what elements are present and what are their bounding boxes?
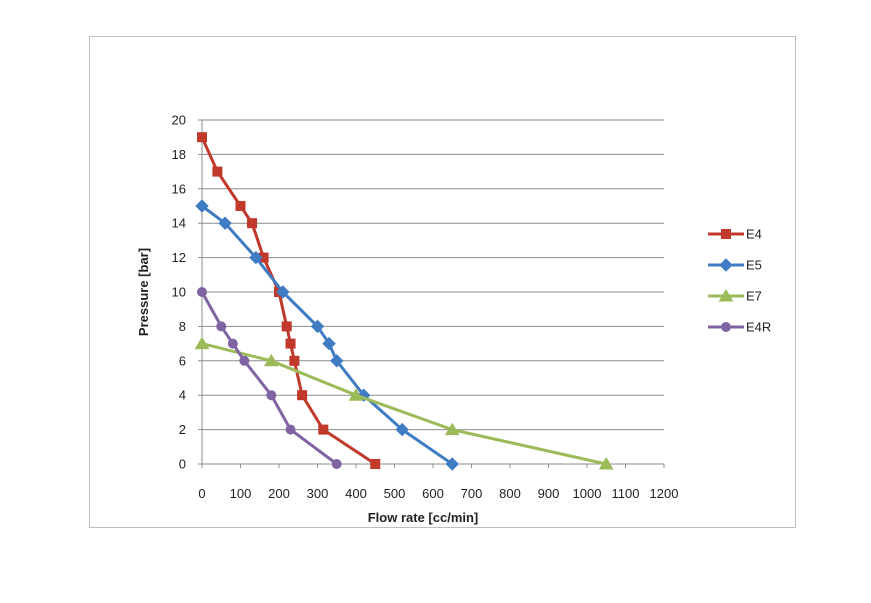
y-tick-label: 20 (172, 113, 186, 128)
data-point-e5 (276, 285, 290, 299)
series-line-e7 (201, 342, 607, 466)
data-point-e4 (297, 390, 308, 401)
series-e7 (194, 336, 614, 470)
x-tick-label: 600 (422, 486, 444, 501)
data-point-e5 (310, 319, 325, 334)
x-tick-label: 700 (461, 486, 483, 501)
data-point-e5 (445, 457, 459, 471)
y-tick-label: 16 (172, 181, 186, 196)
data-point-e4r (227, 338, 238, 349)
x-tick-labels: 0 100 200 300 400 500 600 700 800 900 1000 1100 1200 (198, 486, 678, 501)
y-tick-label: 2 (179, 422, 186, 437)
x-axis-title: Flow rate [cc/min] (368, 510, 479, 525)
data-point-e5 (395, 422, 409, 437)
data-point-e4 (197, 132, 207, 143)
x-tick-label: 0 (198, 486, 205, 501)
data-point-e7 (598, 457, 614, 470)
data-point-e4 (212, 166, 223, 177)
series-e4r (197, 287, 342, 469)
data-point-e4r (216, 321, 227, 332)
legend-label: E5 (746, 258, 762, 273)
x-tick-label: 400 (345, 486, 367, 501)
data-point-e7 (348, 388, 364, 401)
series-e5 (195, 199, 459, 471)
axes (198, 119, 665, 468)
data-point-e5 (218, 216, 232, 230)
x-tick-label: 300 (307, 486, 329, 501)
data-point-e4r (197, 287, 207, 297)
data-point-e4 (247, 218, 258, 229)
legend-swatch-marker (718, 289, 734, 302)
data-point-e4 (285, 338, 296, 349)
y-tick-label: 6 (179, 353, 186, 368)
y-axis-title: Pressure [bar] (136, 248, 151, 336)
data-point-e5 (195, 199, 209, 213)
legend-item-e4: E4 (708, 227, 762, 242)
y-tick-label: 18 (172, 147, 186, 162)
x-tick-label: 900 (538, 486, 560, 501)
x-tick-label: 800 (499, 486, 521, 501)
legend-item-e7: E7 (708, 289, 762, 304)
series-layer (194, 132, 614, 471)
y-tick-label: 4 (179, 388, 186, 403)
data-point-e7 (263, 353, 279, 367)
legend: E4 E5 E7 E4R (708, 227, 771, 335)
y-tick-labels: 0 2 4 6 8 10 12 14 16 18 20 (172, 113, 186, 472)
data-point-e4r (285, 424, 296, 435)
data-point-e4 (235, 201, 246, 211)
data-point-e5 (249, 250, 263, 265)
data-point-e4 (370, 459, 381, 469)
legend-item-e4r: E4R (708, 320, 771, 335)
data-point-e4r (266, 390, 277, 401)
y-tick-label: 0 (179, 457, 186, 472)
legend-swatch-marker (721, 229, 731, 239)
y-tick-label: 10 (172, 285, 186, 300)
data-point-e5 (330, 354, 344, 368)
data-point-e7 (444, 422, 460, 436)
series-line-e5 (201, 204, 454, 466)
data-point-e4r (331, 459, 342, 469)
x-tick-label: 1100 (612, 486, 640, 501)
legend-swatch-marker (719, 258, 733, 272)
chart-frame (89, 36, 796, 528)
y-tick-label: 12 (172, 250, 186, 265)
x-tick-label: 500 (384, 486, 406, 501)
x-tick-label: 100 (230, 486, 252, 501)
y-tick-label: 14 (172, 216, 186, 231)
data-point-e7 (194, 336, 210, 350)
data-point-e4r (239, 355, 250, 366)
series-e4 (197, 132, 381, 469)
y-tick-label: 8 (179, 319, 186, 334)
legend-label: E4 (746, 227, 762, 242)
data-point-e4 (289, 355, 300, 366)
data-point-e5 (322, 336, 336, 351)
legend-label: E4R (746, 320, 771, 335)
x-tick-label: 200 (268, 486, 290, 501)
x-tick-label: 1000 (573, 486, 602, 501)
x-tick-label: 1200 (650, 486, 679, 501)
legend-swatch-marker (721, 322, 731, 332)
legend-item-e5: E5 (708, 258, 762, 273)
series-line-e4 (200, 136, 377, 466)
data-point-e4 (318, 424, 329, 435)
legend-label: E7 (746, 289, 762, 304)
data-point-e4 (281, 321, 292, 332)
gridlines (202, 119, 664, 431)
